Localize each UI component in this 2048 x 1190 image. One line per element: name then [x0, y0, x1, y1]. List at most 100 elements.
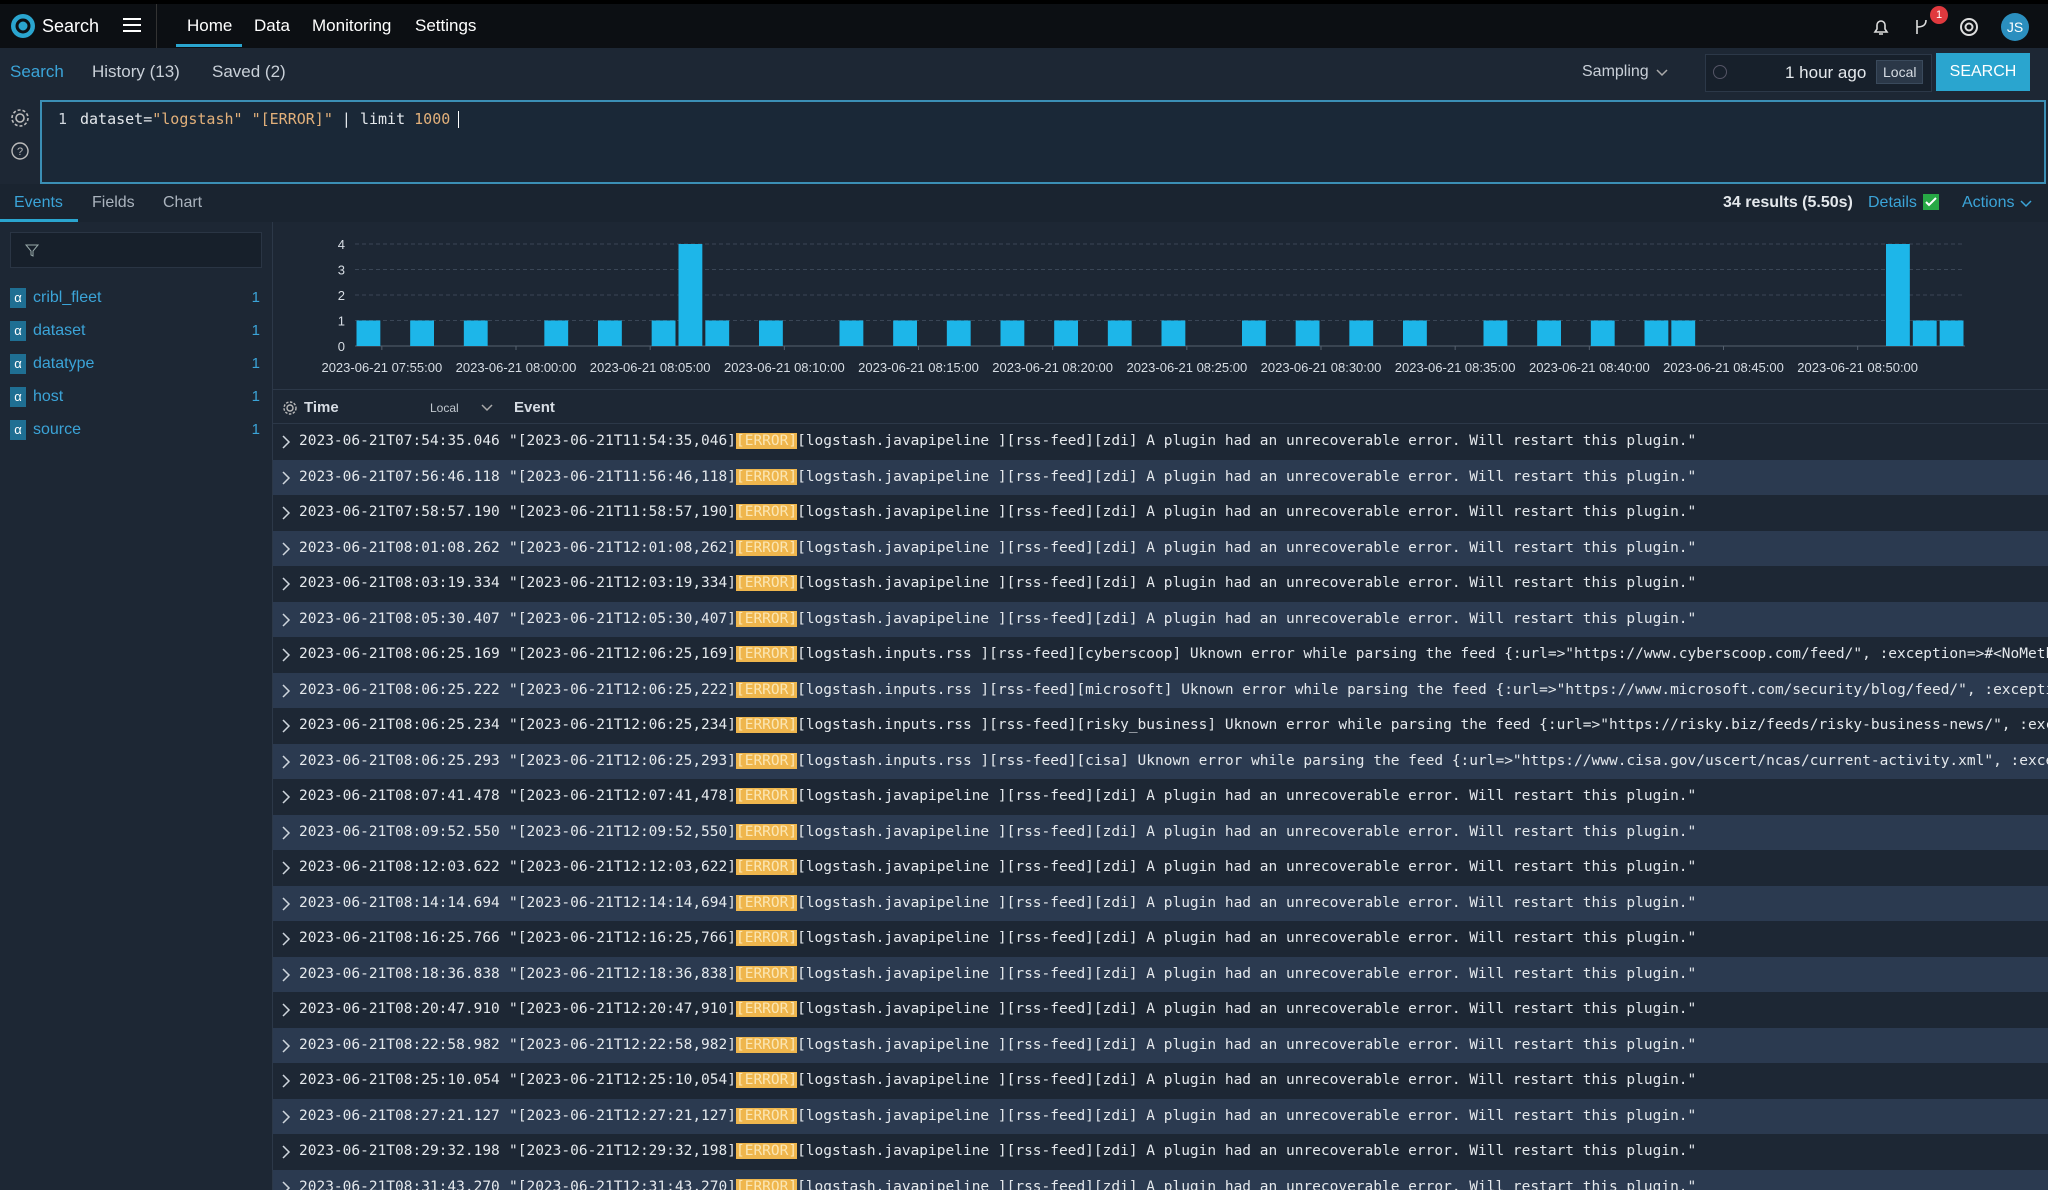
event-raw: "[2023-06-21T12:06:25,293][ERROR][logsta…: [509, 752, 2048, 769]
field-name[interactable]: dataset: [33, 322, 86, 339]
bell-icon[interactable]: [1871, 17, 1891, 37]
tab-active[interactable]: Search: [10, 62, 64, 81]
details-link[interactable]: Details: [1868, 194, 1917, 211]
nav-item[interactable]: Monitoring: [312, 16, 392, 35]
nav-item[interactable]: Settings: [415, 16, 477, 35]
nav-item[interactable]: Data: [254, 16, 290, 35]
event-row[interactable]: 2023-06-21T08:06:25.222 "[2023-06-21T12:0…: [273, 672, 2048, 708]
menu-icon[interactable]: [122, 16, 142, 34]
expand-icon: [282, 470, 291, 485]
event-row[interactable]: 2023-06-21T08:31:43.270 "[2023-06-21T12:3…: [273, 1169, 2048, 1190]
chevron: [282, 1038, 291, 1053]
help-icon[interactable]: [1958, 16, 1980, 38]
event-level: [ERROR]: [735, 1072, 798, 1088]
field-name[interactable]: cribl_fleet: [33, 289, 102, 306]
tab-active[interactable]: Events: [14, 194, 63, 211]
help-icon[interactable]: ?: [9, 140, 31, 162]
event-message: [logstash.javapipeline ][rss-feed][zdi] …: [797, 1072, 1697, 1088]
settings-icon[interactable]: [9, 107, 31, 129]
event-row[interactable]: 2023-06-21T07:56:46.118 "[2023-06-21T11:5…: [273, 459, 2048, 495]
query-token: | limit: [332, 110, 415, 128]
bar: [1349, 320, 1374, 346]
line-number: 1: [58, 110, 68, 128]
event-level: [ERROR]: [735, 1143, 798, 1159]
expand-icon: [282, 1074, 291, 1088]
time-range[interactable]: 1 hour ago: [1785, 63, 1867, 82]
event-row[interactable]: 2023-06-21T08:03:19.334 "[2023-06-21T12:0…: [273, 566, 2048, 602]
chevron: [282, 506, 291, 520]
field-filter[interactable]: [10, 232, 262, 268]
tab[interactable]: Fields: [92, 194, 135, 211]
event-row[interactable]: 2023-06-21T07:58:57.190 "[2023-06-21T11:5…: [273, 495, 2048, 531]
timezone-select[interactable]: Local: [430, 401, 459, 415]
bar: [1242, 320, 1266, 346]
event-row[interactable]: 2023-06-21T08:25:10.054 "[2023-06-21T12:2…: [273, 1063, 2048, 1099]
event-row[interactable]: 2023-06-21T08:16:25.766 "[2023-06-21T12:1…: [273, 921, 2048, 957]
result-summary: 34 results (5.50s): [1723, 194, 1853, 211]
tab[interactable]: Saved (2): [212, 62, 286, 81]
check-icon[interactable]: [1923, 194, 1939, 210]
event-time: 2023-06-21T07:56:46.118: [299, 468, 500, 485]
chevron: [282, 1003, 291, 1017]
search-button[interactable]: SEARCH: [1936, 53, 2030, 91]
chevron: [282, 1180, 291, 1190]
timezone-chip[interactable]: Local: [1876, 60, 1924, 84]
event-row[interactable]: 2023-06-21T08:07:41.478 "[2023-06-21T12:0…: [273, 779, 2048, 815]
bar: [598, 320, 622, 346]
avatar[interactable]: JS: [2001, 13, 2029, 41]
field-name[interactable]: source: [33, 421, 82, 438]
event-level: [ERROR]: [735, 1107, 798, 1124]
nav-item[interactable]: Home: [187, 16, 233, 35]
sampling[interactable]: Sampling: [1582, 63, 1649, 80]
event-time: 2023-06-21T08:25:10.054: [299, 1072, 500, 1088]
y-tick-label: 1: [338, 314, 345, 329]
event-level: [ERROR]: [735, 1036, 798, 1053]
event-message: [logstash.inputs.rss ][rss-feed][cybersc…: [797, 646, 2048, 662]
event-row[interactable]: 2023-06-21T08:05:30.407 "[2023-06-21T12:0…: [273, 601, 2048, 637]
event-raw: "[2023-06-21T12:06:25,169][ERROR][logsta…: [509, 646, 2048, 662]
field-name[interactable]: host: [33, 388, 64, 405]
expand-icon: [282, 825, 291, 840]
event-prefix: "[2023-06-21T12:03:19,334]: [509, 575, 736, 591]
event-raw: "[2023-06-21T12:22:58,982][ERROR][logsta…: [509, 1036, 1696, 1053]
event-row[interactable]: 2023-06-21T08:09:52.550 "[2023-06-21T12:0…: [273, 814, 2048, 850]
event-prefix: "[2023-06-21T12:16:25,766]: [509, 930, 736, 946]
chevron: [282, 470, 291, 485]
actions-menu[interactable]: Actions: [1962, 194, 2015, 211]
event-row[interactable]: 2023-06-21T08:27:21.127 "[2023-06-21T12:2…: [273, 1098, 2048, 1134]
event-row[interactable]: 2023-06-21T08:01:08.262 "[2023-06-21T12:0…: [273, 530, 2048, 566]
svg-text:?: ?: [17, 146, 23, 158]
event-row[interactable]: 2023-06-21T08:22:58.982 "[2023-06-21T12:2…: [273, 1027, 2048, 1063]
event-row[interactable]: 2023-06-21T08:14:14.694 "[2023-06-21T12:1…: [273, 885, 2048, 921]
tab[interactable]: History (13): [92, 62, 180, 81]
settings-icon[interactable]: [282, 400, 298, 416]
event-level: [ERROR]: [735, 539, 798, 556]
event-level: [ERROR]: [735, 717, 798, 733]
event-row[interactable]: 2023-06-21T07:54:35.046 "[2023-06-21T11:5…: [273, 424, 2048, 460]
event-message: [logstash.javapipeline ][rss-feed][zdi] …: [797, 894, 1697, 911]
event-row[interactable]: 2023-06-21T08:29:32.198 "[2023-06-21T12:2…: [273, 1134, 2048, 1170]
event-time: 2023-06-21T08:27:21.127: [299, 1107, 500, 1124]
event-level: [ERROR]: [735, 859, 798, 875]
event-row[interactable]: 2023-06-21T08:18:36.838 "[2023-06-21T12:1…: [273, 956, 2048, 992]
event-row[interactable]: 2023-06-21T08:12:03.622 "[2023-06-21T12:1…: [273, 850, 2048, 886]
x-tick-label: 2023-06-21 08:35:00: [1395, 360, 1516, 375]
bar: [544, 320, 569, 346]
event-message: [logstash.javapipeline ][rss-feed][zdi] …: [797, 575, 1697, 591]
event-level: [ERROR]: [735, 930, 798, 946]
x-tick-label: 2023-06-21 08:00:00: [456, 360, 577, 375]
branch-icon[interactable]: [1912, 17, 1932, 37]
tab[interactable]: Chart: [163, 194, 203, 211]
event-time: 2023-06-21T08:05:30.407: [299, 610, 500, 627]
event-time: 2023-06-21T08:29:32.198: [299, 1143, 500, 1159]
event-row[interactable]: 2023-06-21T08:06:25.234 "[2023-06-21T12:0…: [273, 708, 2048, 744]
column-header[interactable]: Time: [304, 399, 339, 416]
event-row[interactable]: 2023-06-21T08:06:25.293 "[2023-06-21T12:0…: [273, 743, 2048, 779]
event-row[interactable]: 2023-06-21T08:06:25.169 "[2023-06-21T12:0…: [273, 637, 2048, 673]
event-message: [logstash.javapipeline ][rss-feed][zdi] …: [797, 1178, 1697, 1190]
column-header[interactable]: Event: [514, 399, 555, 416]
field-name[interactable]: datatype: [33, 355, 95, 372]
event-row[interactable]: 2023-06-21T08:20:47.910 "[2023-06-21T12:2…: [273, 992, 2048, 1028]
query-editor[interactable]: 1 dataset="logstash" "[ERROR]" | limit 1…: [40, 100, 2046, 184]
clock-icon: [1713, 65, 1727, 79]
